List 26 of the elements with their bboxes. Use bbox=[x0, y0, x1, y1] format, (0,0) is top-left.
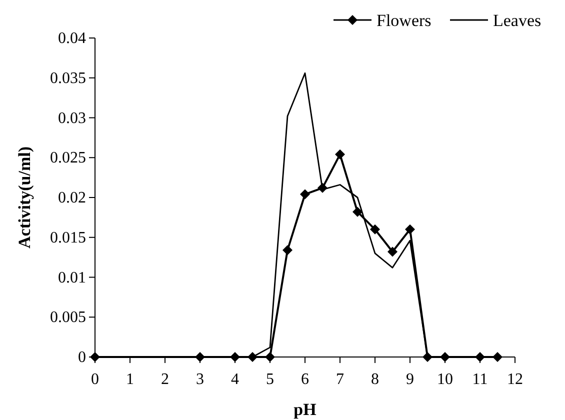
x-tick-label: 11 bbox=[472, 371, 488, 388]
y-tick-label: 0.01 bbox=[58, 269, 86, 286]
legend-label: Leaves bbox=[493, 11, 542, 30]
x-tick-label: 12 bbox=[507, 371, 523, 388]
x-tick-label: 10 bbox=[437, 371, 453, 388]
x-tick-label: 8 bbox=[371, 371, 379, 388]
legend-label: Flowers bbox=[376, 11, 432, 30]
x-tick-label: 1 bbox=[126, 371, 134, 388]
y-tick-label: 0.02 bbox=[58, 190, 86, 206]
x-tick-label: 5 bbox=[266, 371, 274, 388]
x-tick-label: 4 bbox=[231, 371, 239, 388]
y-tick-label: 0.04 bbox=[58, 30, 86, 47]
y-axis-title: Activity(u/ml) bbox=[15, 146, 34, 248]
y-tick-label: 0 bbox=[78, 349, 86, 366]
y-tick-label: 0.03 bbox=[58, 110, 86, 127]
x-axis-title: pH bbox=[294, 400, 316, 419]
y-tick-label: 0.035 bbox=[50, 70, 86, 87]
x-tick-label: 6 bbox=[301, 371, 309, 388]
x-tick-label: 2 bbox=[161, 371, 169, 388]
x-tick-label: 7 bbox=[336, 371, 344, 388]
y-tick-label: 0.015 bbox=[50, 229, 86, 246]
x-tick-label: 9 bbox=[406, 371, 414, 388]
y-tick-label: 0.005 bbox=[50, 309, 86, 326]
x-tick-label: 0 bbox=[91, 371, 99, 388]
y-tick-label: 0.025 bbox=[50, 150, 86, 167]
x-tick-label: 3 bbox=[196, 371, 204, 388]
